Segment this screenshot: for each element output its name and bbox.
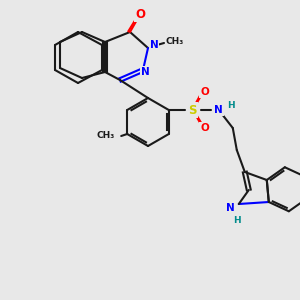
Text: N: N	[214, 105, 223, 115]
Text: N: N	[226, 203, 235, 213]
Text: O: O	[200, 87, 209, 97]
Text: CH₃: CH₃	[166, 38, 184, 46]
Text: O: O	[135, 8, 145, 20]
Text: H: H	[233, 216, 241, 225]
Text: H: H	[227, 100, 234, 109]
Text: CH₃: CH₃	[97, 131, 115, 140]
Text: O: O	[200, 123, 209, 133]
Text: N: N	[150, 40, 158, 50]
Text: N: N	[141, 67, 149, 77]
Text: S: S	[188, 103, 197, 116]
